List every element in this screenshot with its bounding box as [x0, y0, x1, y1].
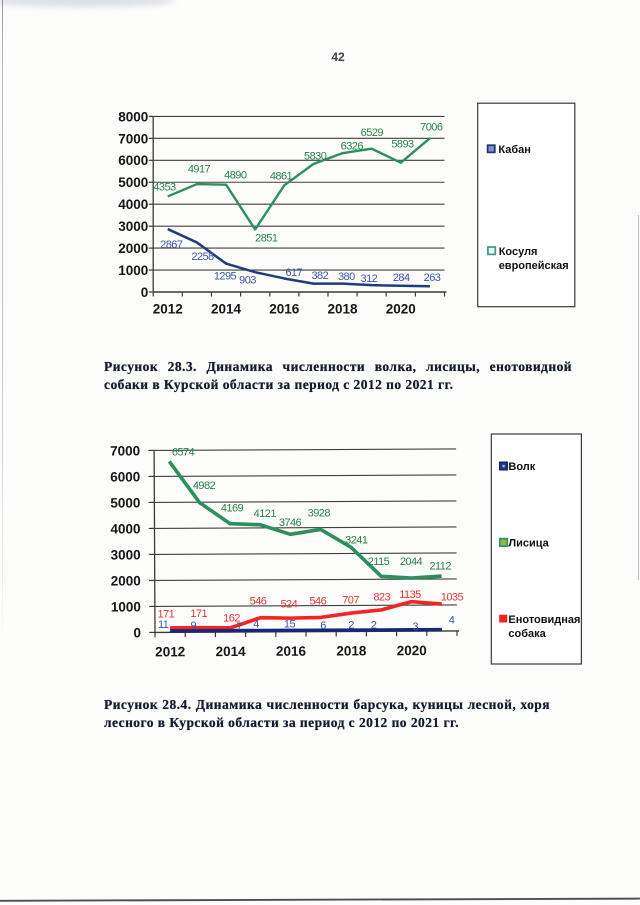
svg-text:380: 380 [338, 271, 355, 283]
svg-text:собака: собака [508, 628, 546, 640]
svg-text:2258: 2258 [191, 251, 214, 263]
svg-text:707: 707 [342, 595, 359, 607]
svg-text:1295: 1295 [214, 270, 237, 282]
svg-text:Косуля: Косуля [499, 246, 538, 258]
svg-text:903: 903 [239, 274, 256, 286]
svg-text:3: 3 [413, 621, 419, 633]
svg-text:1035: 1035 [441, 591, 464, 603]
svg-text:1000: 1000 [111, 599, 141, 614]
svg-text:4: 4 [449, 615, 455, 627]
svg-text:7006: 7006 [420, 122, 443, 134]
svg-text:2020: 2020 [386, 302, 416, 317]
svg-text:2016: 2016 [276, 644, 307, 659]
svg-text:Волк: Волк [508, 461, 535, 473]
svg-text:7000: 7000 [118, 131, 148, 146]
svg-text:312: 312 [361, 273, 378, 285]
svg-text:2000: 2000 [111, 573, 141, 588]
svg-text:4000: 4000 [110, 521, 140, 536]
svg-text:162: 162 [223, 613, 240, 625]
svg-text:171: 171 [190, 608, 207, 620]
svg-text:11: 11 [158, 619, 169, 631]
svg-text:6: 6 [320, 620, 326, 632]
svg-text:3928: 3928 [308, 507, 331, 519]
svg-text:1000: 1000 [118, 263, 148, 278]
svg-text:0: 0 [141, 285, 149, 300]
svg-text:546: 546 [309, 595, 326, 607]
svg-text:15: 15 [284, 618, 296, 630]
svg-text:3241: 3241 [345, 535, 368, 547]
svg-text:823: 823 [373, 591, 390, 603]
svg-text:617: 617 [285, 267, 302, 279]
svg-text:2012: 2012 [155, 644, 185, 659]
svg-text:284: 284 [393, 272, 410, 284]
svg-text:4: 4 [253, 618, 259, 630]
svg-text:1135: 1135 [399, 589, 421, 601]
svg-text:4353: 4353 [153, 182, 176, 194]
svg-text:4982: 4982 [193, 480, 216, 492]
svg-text:2044: 2044 [400, 556, 423, 568]
svg-text:263: 263 [424, 272, 441, 284]
svg-text:6000: 6000 [110, 469, 140, 484]
svg-text:Енотовидная: Енотовидная [508, 614, 580, 626]
svg-text:европейская: европейская [499, 260, 569, 272]
svg-text:382: 382 [311, 270, 328, 282]
svg-text:546: 546 [250, 595, 267, 607]
svg-text:5000: 5000 [110, 495, 140, 510]
svg-text:2112: 2112 [429, 560, 451, 572]
svg-text:9: 9 [191, 620, 197, 632]
svg-text:4121: 4121 [254, 508, 277, 520]
svg-text:2115: 2115 [368, 556, 390, 568]
svg-text:2: 2 [348, 619, 354, 631]
svg-text:2012: 2012 [153, 302, 183, 317]
svg-text:2016: 2016 [269, 302, 300, 317]
svg-text:4861: 4861 [270, 170, 293, 182]
svg-text:6326: 6326 [341, 140, 364, 152]
svg-text:4917: 4917 [188, 164, 211, 176]
svg-text:5893: 5893 [391, 139, 414, 151]
svg-text:8000: 8000 [118, 109, 148, 124]
svg-text:5000: 5000 [118, 175, 148, 190]
svg-text:7000: 7000 [110, 443, 140, 458]
svg-text:4890: 4890 [224, 169, 247, 181]
svg-text:171: 171 [158, 608, 175, 620]
svg-text:3000: 3000 [111, 547, 141, 562]
svg-text:2018: 2018 [328, 302, 359, 317]
svg-text:2867: 2867 [160, 239, 183, 251]
svg-text:2851: 2851 [255, 233, 278, 245]
svg-text:524: 524 [280, 599, 297, 611]
svg-text:2018: 2018 [336, 643, 367, 658]
svg-text:5830: 5830 [304, 151, 327, 163]
svg-text:4169: 4169 [221, 502, 244, 514]
svg-text:2020: 2020 [397, 643, 427, 658]
svg-text:2000: 2000 [118, 241, 148, 256]
svg-text:2014: 2014 [211, 302, 242, 317]
svg-text:3746: 3746 [279, 517, 302, 529]
svg-text:Кабан: Кабан [498, 144, 531, 156]
svg-text:2014: 2014 [216, 644, 247, 659]
svg-text:0: 0 [133, 625, 141, 640]
svg-text:Лисица: Лисица [508, 538, 549, 550]
svg-text:2: 2 [371, 619, 377, 631]
svg-text:6000: 6000 [118, 153, 148, 168]
svg-text:4000: 4000 [118, 197, 148, 212]
svg-text:7: 7 [236, 621, 242, 633]
svg-text:6529: 6529 [361, 127, 384, 139]
svg-text:3000: 3000 [118, 219, 148, 234]
svg-text:6574: 6574 [172, 446, 195, 458]
